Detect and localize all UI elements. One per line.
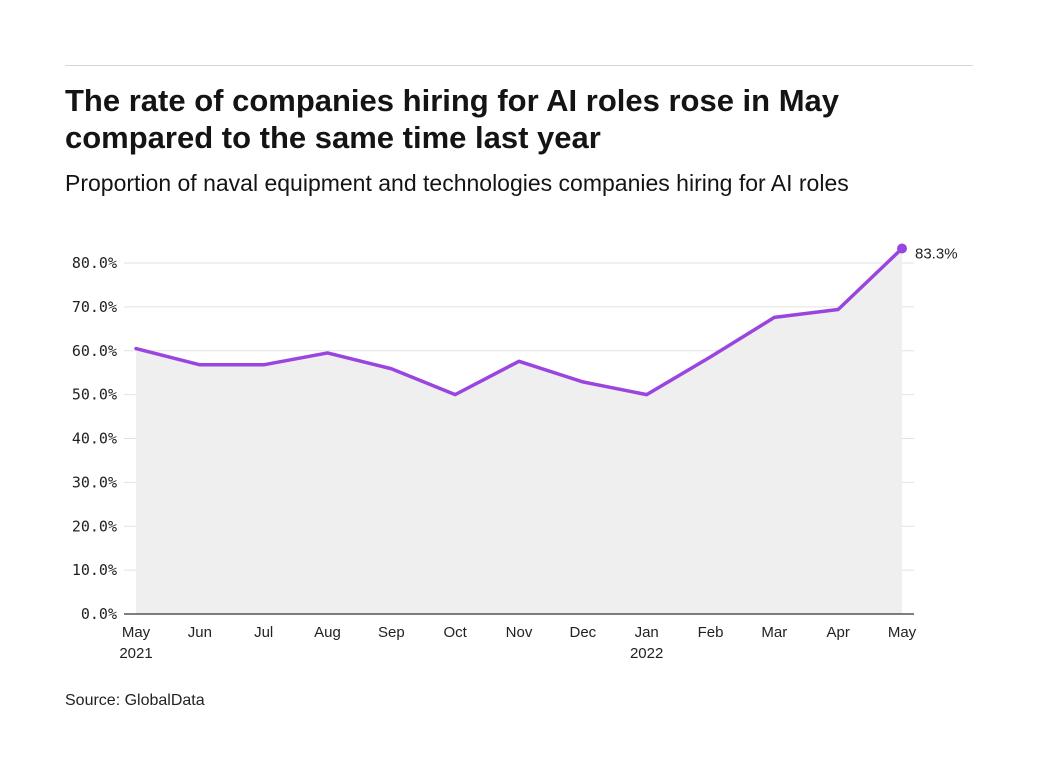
area-fill [136, 248, 902, 615]
x-tick-label: Jan 2022 [630, 624, 663, 662]
y-tick-label: 40.0% [72, 430, 117, 448]
end-point-label: 83.3% [915, 246, 958, 263]
x-tick-label: Apr [826, 624, 849, 641]
top-divider [65, 65, 973, 66]
y-tick-label: 0.0% [81, 605, 117, 623]
x-tick-label: Aug [314, 624, 341, 641]
x-tick-label: Nov [506, 624, 533, 641]
y-tick-label: 10.0% [72, 561, 117, 579]
x-tick-label: Oct [443, 624, 467, 641]
y-tick-label: 30.0% [72, 473, 117, 491]
line-chart: 0.0% 10.0% 20.0% 30.0% 40.0% 50.0% 60.0% 70.0% 8… [72, 243, 958, 662]
x-tick-label: Feb [698, 624, 724, 641]
y-axis-ticks: 0.0% 10.0% 20.0% 30.0% 40.0% 50.0% 60.0% 70.0% 8… [72, 254, 117, 623]
x-tick-label: May 2021 [119, 624, 152, 662]
x-tick-label: May [888, 624, 917, 641]
y-tick-label: 60.0% [72, 342, 117, 360]
x-tick-label: Jun [188, 624, 212, 641]
y-tick-label: 70.0% [72, 298, 117, 316]
y-tick-label: 50.0% [72, 386, 117, 404]
x-tick-label: Jul [254, 624, 273, 641]
y-tick-label: 20.0% [72, 517, 117, 535]
chart-title: The rate of companies hiring for AI role… [65, 83, 840, 155]
x-tick-label: Sep [378, 624, 405, 641]
x-axis-ticks: May 2021 Jun Jul Aug Sep Oct Nov Dec Jan 2022 Feb Ma… [119, 624, 916, 662]
series-line [134, 246, 904, 397]
end-point-marker [897, 243, 907, 254]
x-tick-label: Mar [761, 624, 787, 641]
y-tick-label: 80.0% [72, 254, 117, 272]
source-note: Source: GlobalData [65, 692, 205, 709]
x-tick-label: Dec [569, 624, 596, 641]
chart-subtitle: Proportion of naval equipment and techno… [65, 170, 849, 196]
